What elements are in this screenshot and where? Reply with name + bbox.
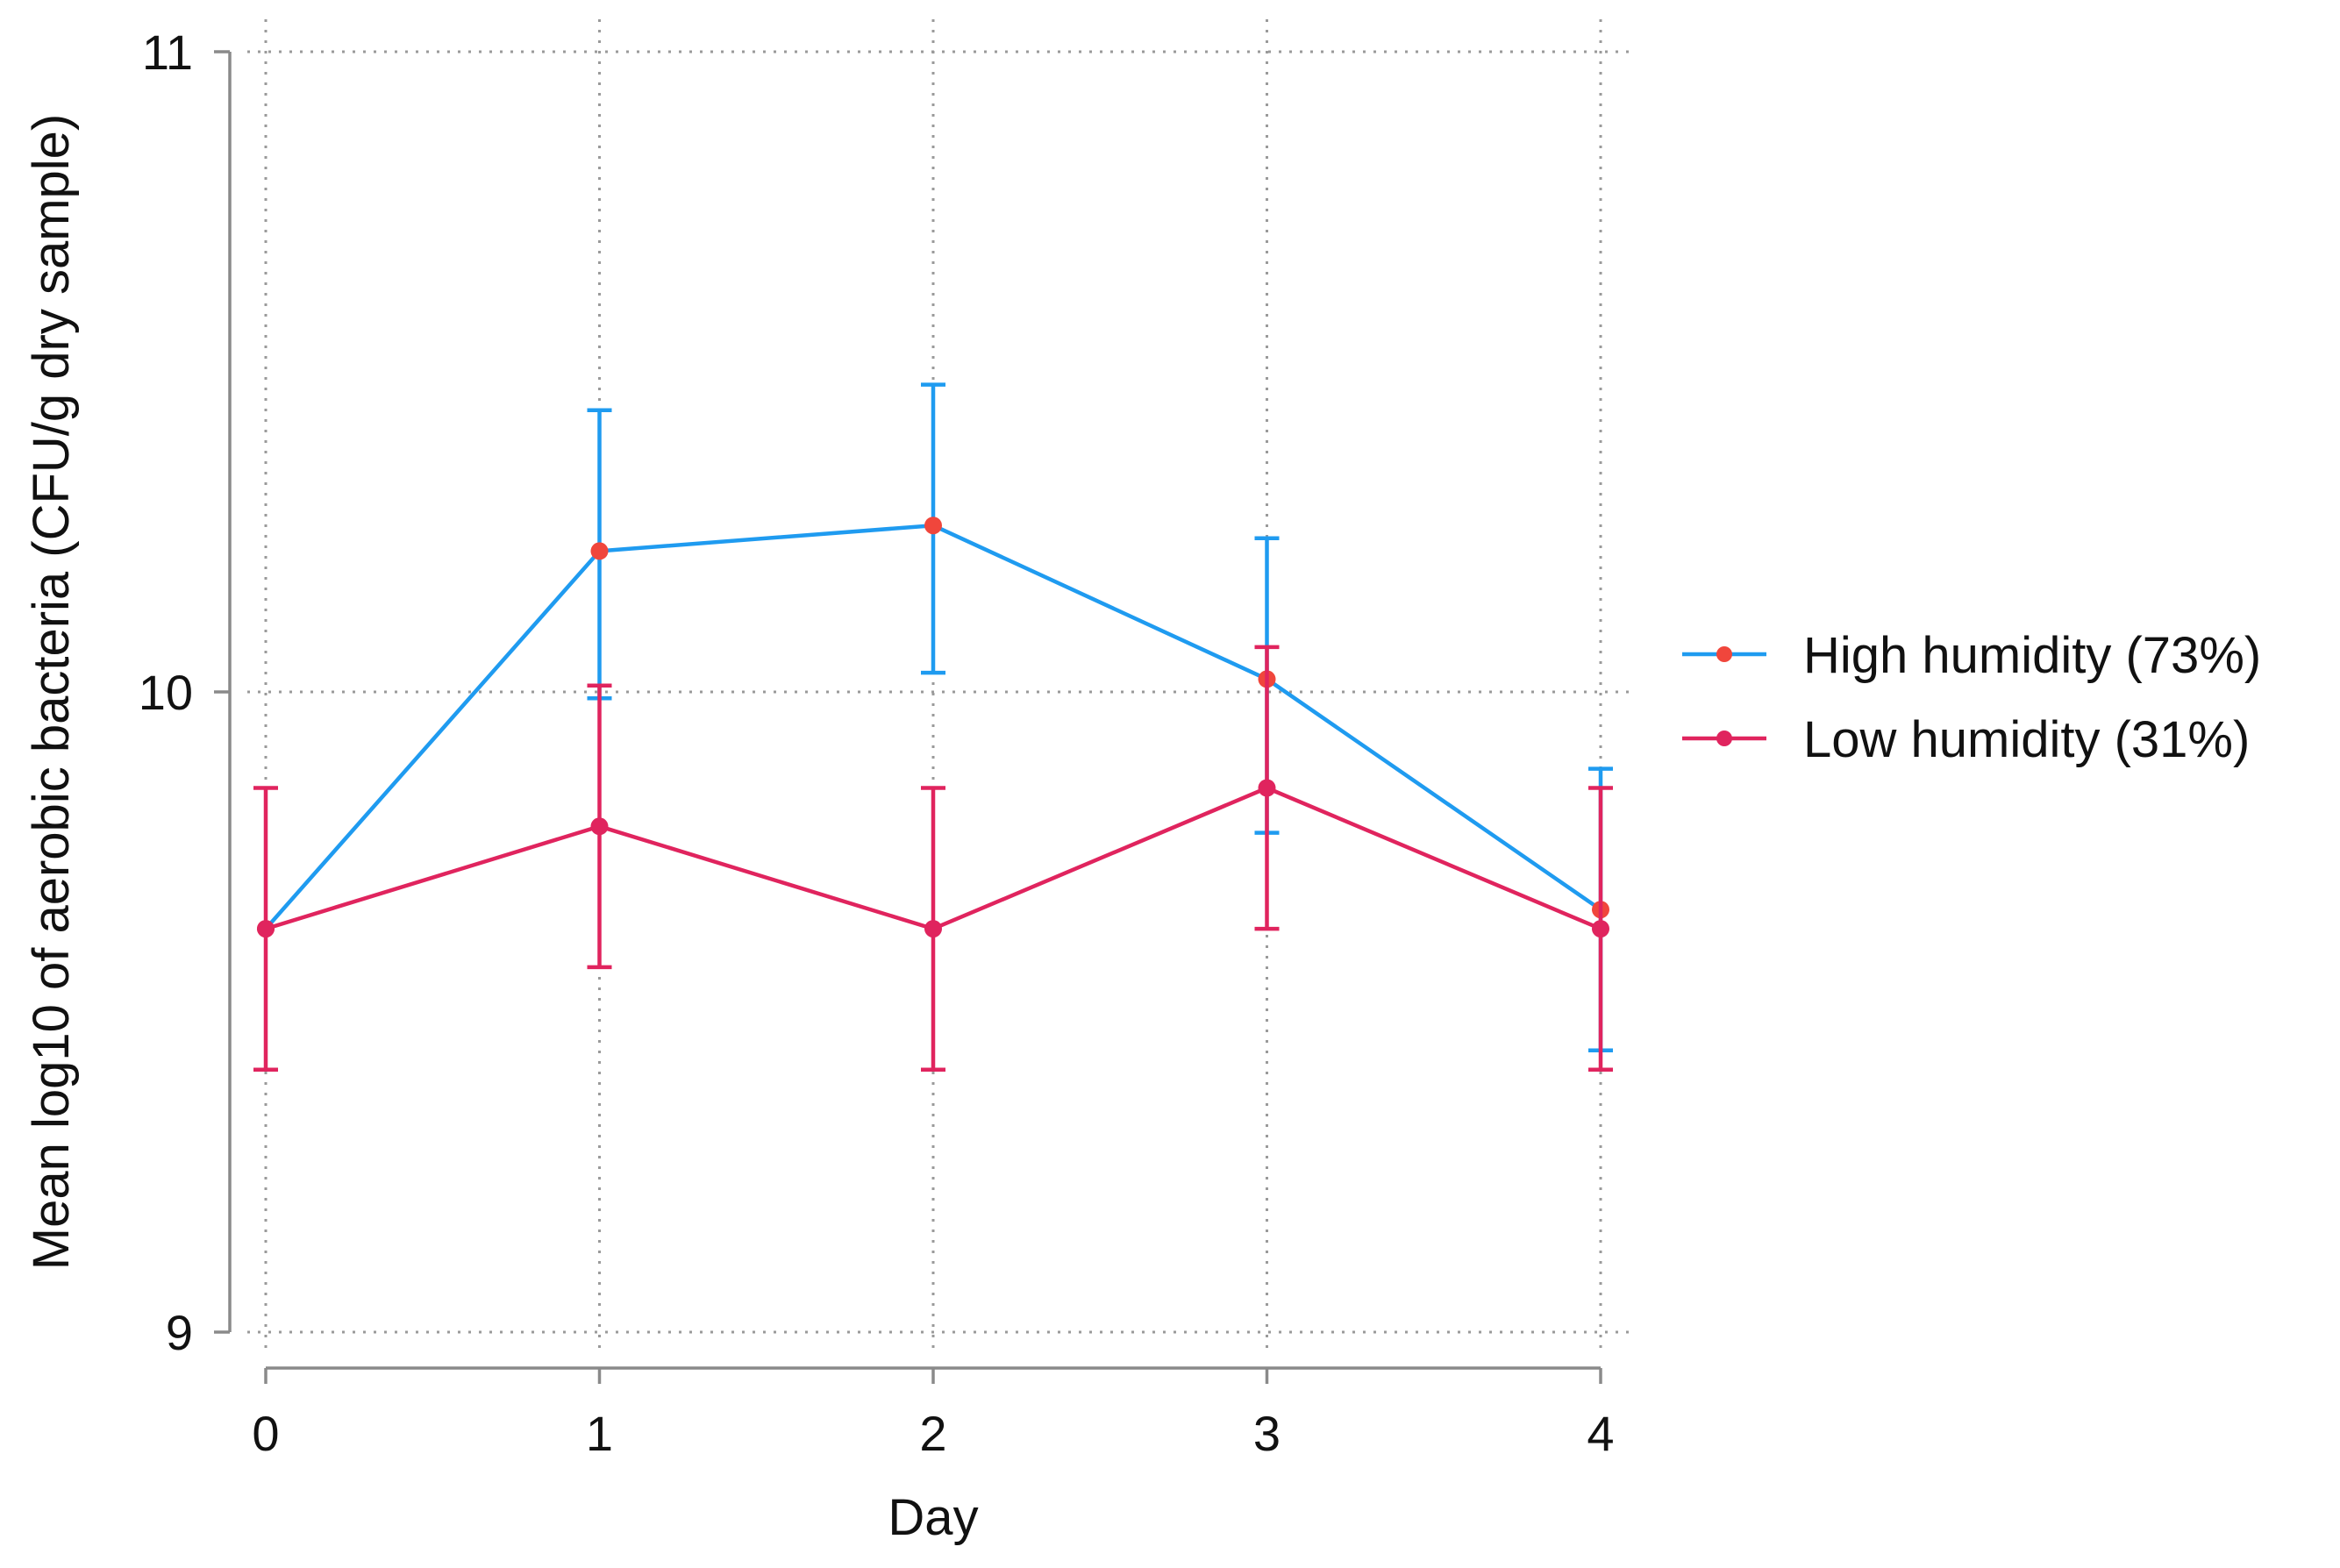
data-point-1-4 [1592,920,1609,938]
x-tick-label-1: 1 [586,1406,613,1461]
legend-label-high-humidity: High humidity (73%) [1803,627,2261,684]
y-axis-title: Mean log10 of aerobic bacteria (CFU/g dr… [23,114,80,1270]
data-point-1-1 [590,817,609,836]
legend-marker-high-humidity [1716,646,1732,662]
y-tick-label-11: 11 [142,25,193,80]
x-tick-label-0: 0 [252,1406,279,1461]
data-point-1-3 [1258,779,1276,797]
series-group [253,382,1613,1072]
legend: High humidity (73%) Low humidity (31%) [1682,627,2261,768]
data-point-0-1 [590,542,609,560]
x-tick-label-4: 4 [1587,1406,1614,1461]
x-tick-label-2: 2 [919,1406,946,1461]
x-tick-label-3: 3 [1253,1406,1281,1461]
legend-marker-low-humidity [1716,731,1732,746]
data-point-1-2 [924,920,942,938]
ticks: 9 10 11 0 1 2 3 4 [139,25,1615,1461]
legend-item-low-humidity: Low humidity (31%) [1682,711,2250,768]
grid [247,19,1637,1352]
axes [228,52,1601,1370]
legend-label-low-humidity: Low humidity (31%) [1803,711,2250,768]
series-1 [253,645,1613,1072]
data-point-1-0 [257,920,275,938]
data-point-0-2 [924,517,942,535]
x-axis-title: Day [888,1489,978,1546]
y-tick-label-10: 10 [139,665,193,720]
y-tick-label-9: 9 [166,1305,193,1360]
legend-item-high-humidity: High humidity (73%) [1682,627,2261,684]
